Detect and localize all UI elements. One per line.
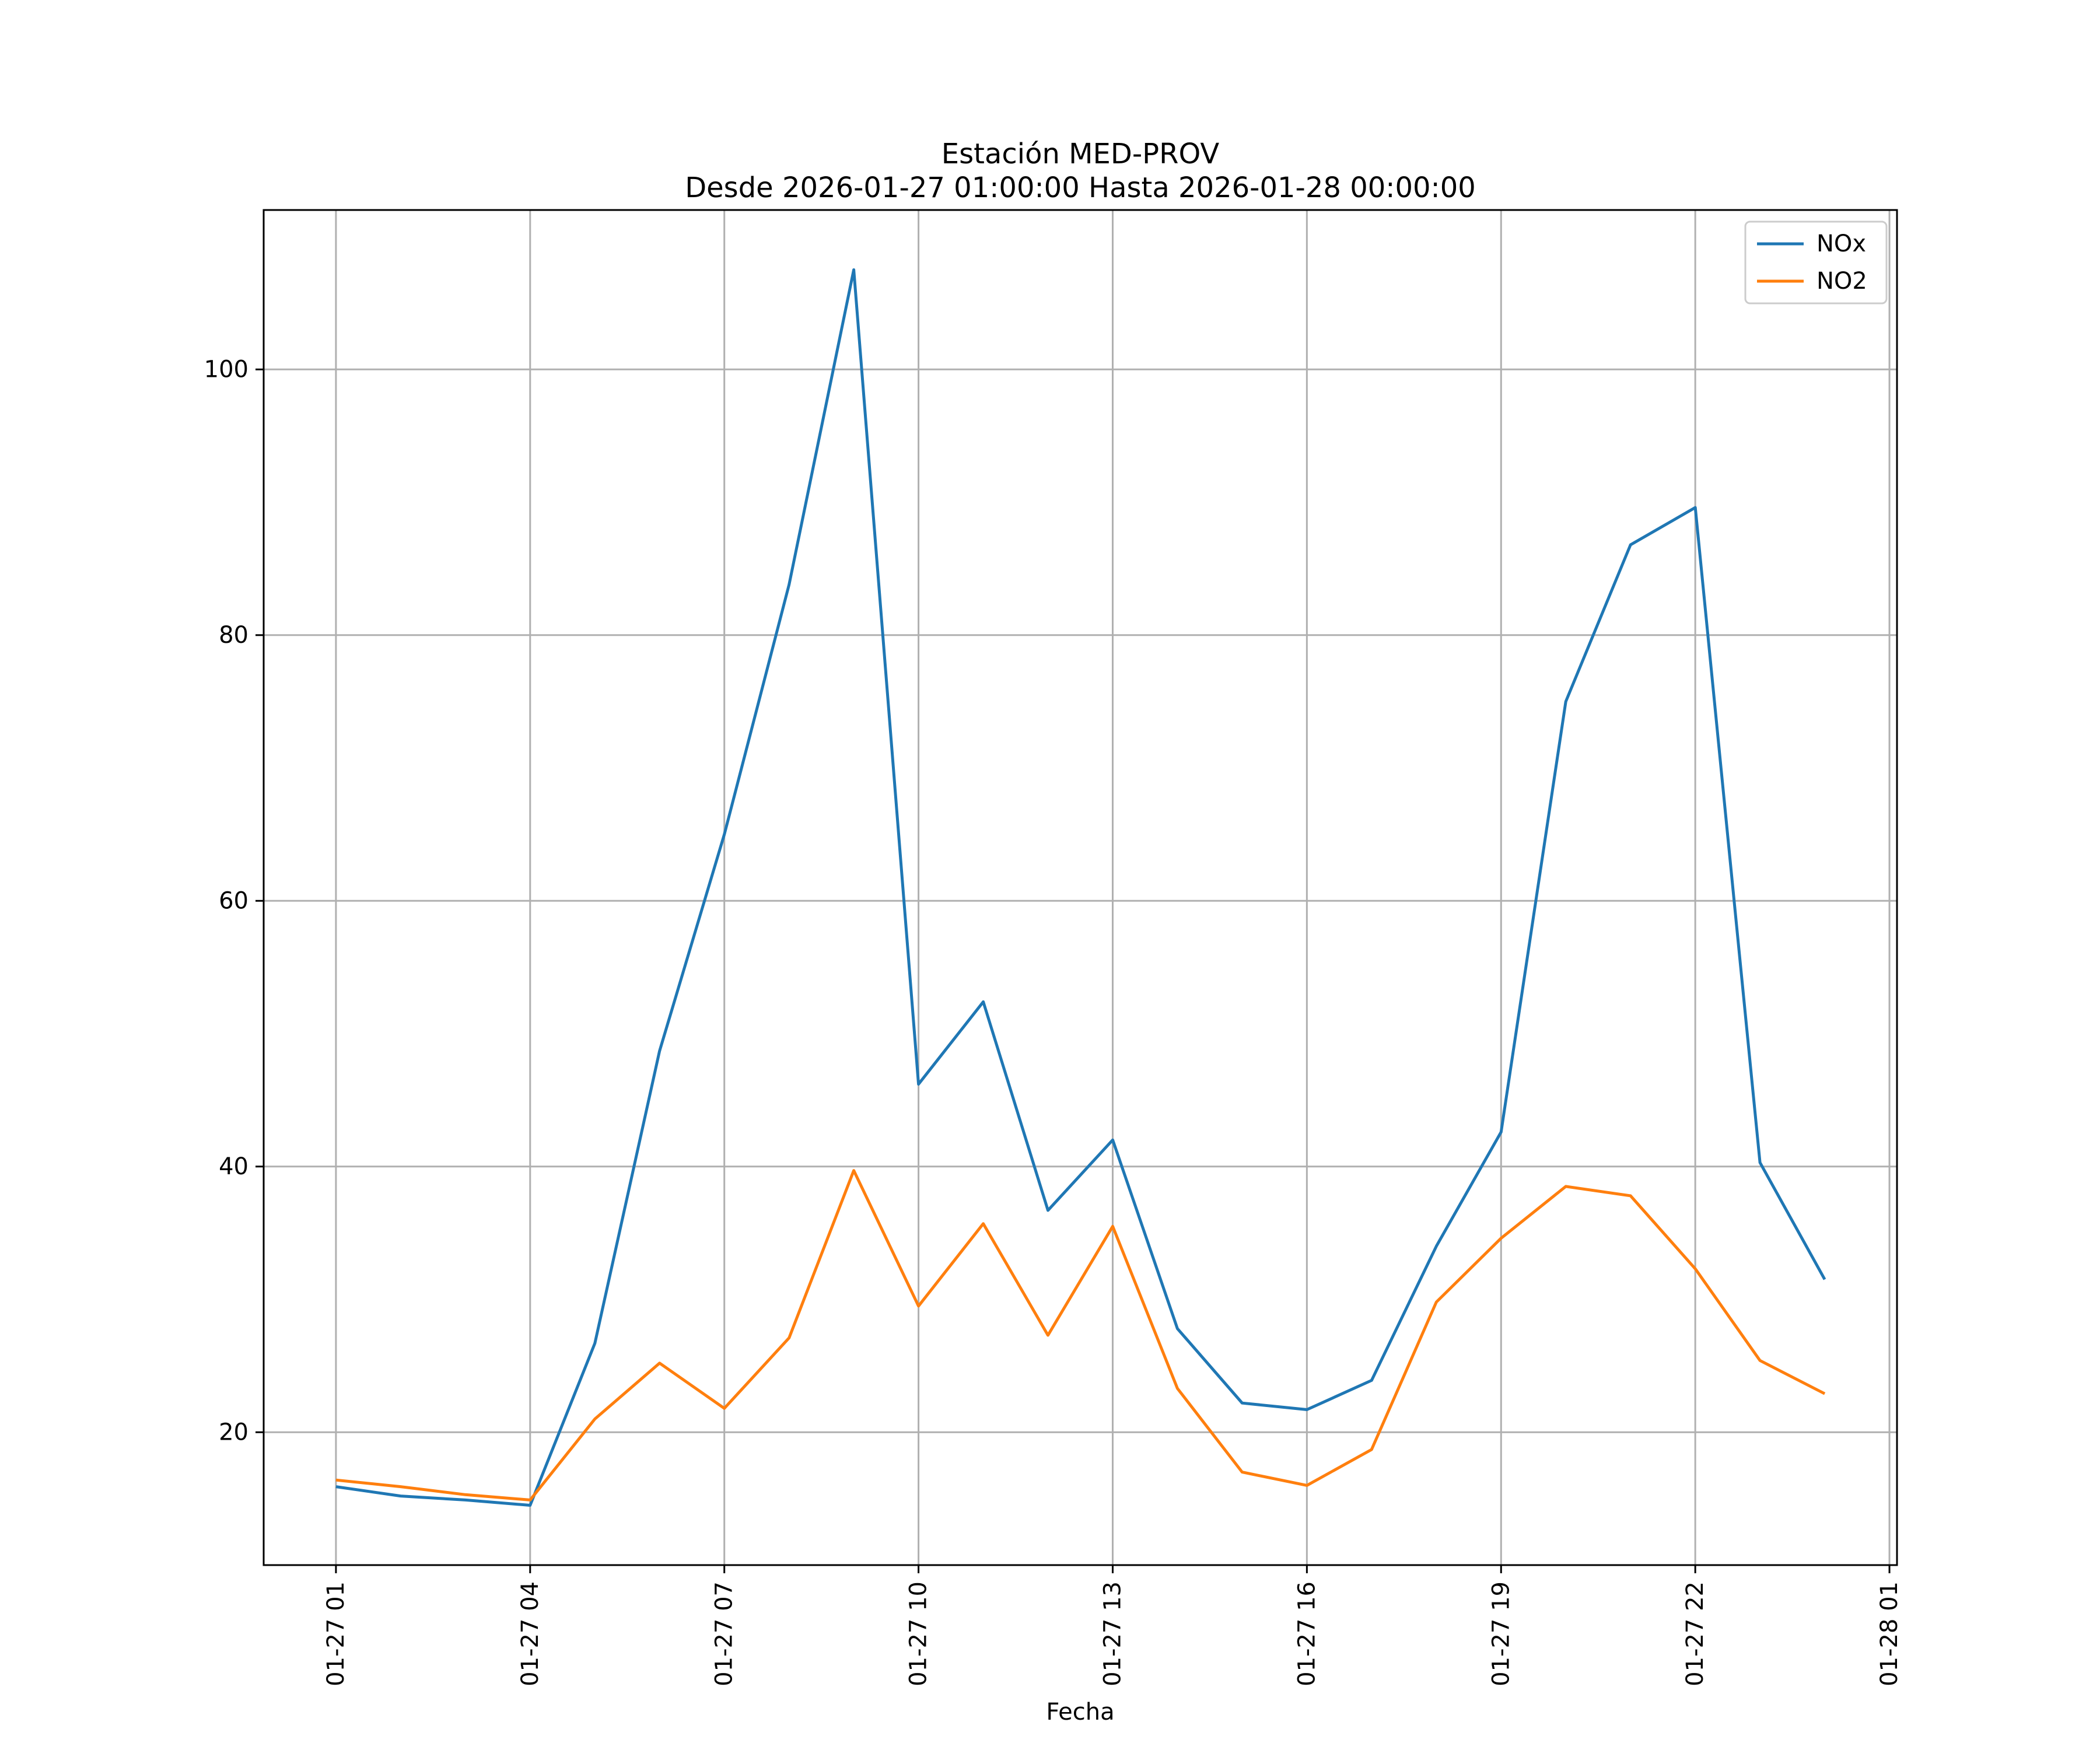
y-tick-label: 20	[219, 1419, 249, 1446]
series-line-no2	[335, 1169, 1826, 1502]
y-tick-label: 60	[219, 887, 249, 914]
x-tick-label: 01-27 22	[1682, 1581, 1709, 1686]
grid-lines	[264, 210, 1897, 1565]
legend: NOx NO2	[1744, 220, 1888, 304]
series-lines	[335, 268, 1826, 1507]
x-tick-label: 01-27 19	[1488, 1581, 1514, 1686]
y-axis: 20 40 60 80 100	[204, 356, 264, 1446]
series-line-nox	[335, 268, 1826, 1507]
x-axis-label: Fecha	[1046, 1699, 1114, 1726]
legend-box	[1744, 220, 1888, 304]
x-tick-label: 01-27 10	[905, 1581, 932, 1686]
y-tick-label: 80	[219, 622, 249, 649]
x-tick-label: 01-27 04	[517, 1581, 544, 1686]
legend-label-no2: NO2	[1817, 268, 1867, 295]
chart-subtitle: Desde 2026-01-27 01:00:00 Hasta 2026-01-…	[685, 172, 1476, 204]
x-axis: 01-27 01 01-27 04 01-27 07 01-27 10 01-27 13…	[323, 1565, 1903, 1686]
chart-title: Estación MED-PROV	[942, 138, 1220, 170]
y-tick-label: 40	[219, 1153, 249, 1180]
x-tick-label: 01-28 01	[1876, 1581, 1903, 1686]
y-tick-label: 100	[204, 356, 249, 383]
x-tick-label: 01-27 07	[711, 1581, 738, 1686]
legend-label-nox: NOx	[1817, 230, 1866, 257]
x-tick-label: 01-27 13	[1099, 1581, 1126, 1686]
x-tick-label: 01-27 16	[1293, 1581, 1320, 1686]
plot-frame	[262, 209, 1898, 1566]
x-tick-label: 01-27 01	[323, 1581, 349, 1686]
